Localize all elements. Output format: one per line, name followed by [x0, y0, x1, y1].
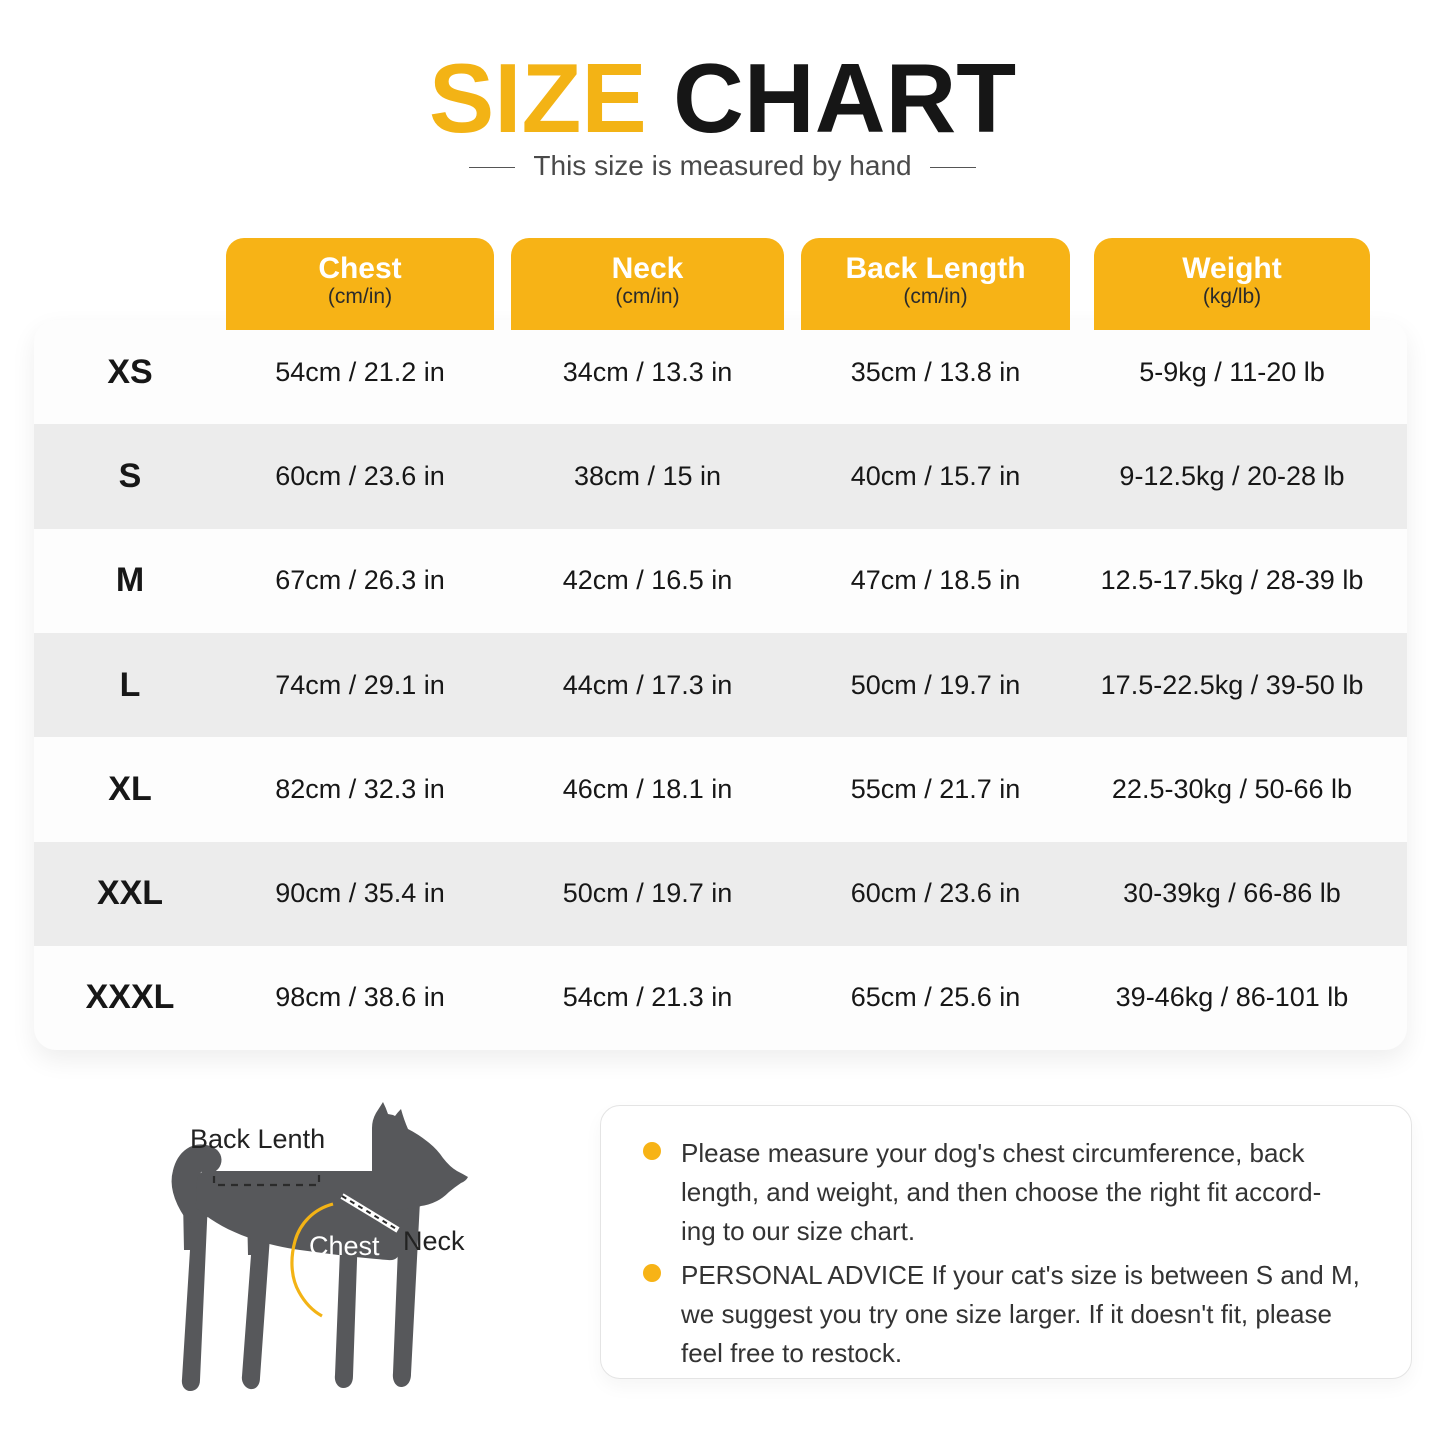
- svg-text:Chest: Chest: [309, 1231, 380, 1261]
- svg-text:Neck: Neck: [403, 1226, 465, 1256]
- svg-text:Back Lenth: Back Lenth: [190, 1124, 325, 1154]
